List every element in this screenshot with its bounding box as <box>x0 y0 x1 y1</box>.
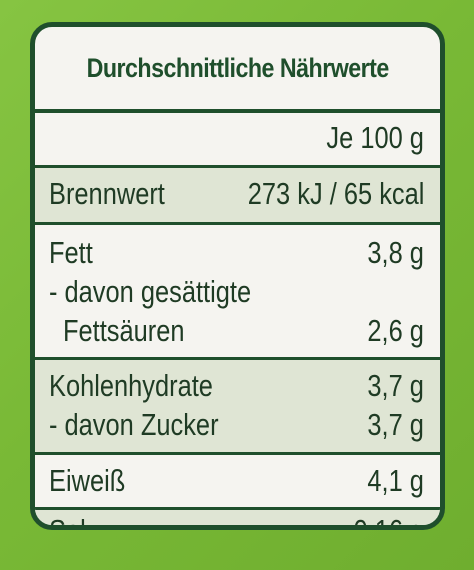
table-row: Brennwert 273 kJ / 65 kcal <box>35 168 440 225</box>
row-value: 273 kJ / 65 kcal <box>247 176 424 211</box>
row-value: 2,6 g <box>367 313 424 348</box>
row-value: 0,16 g <box>353 513 424 525</box>
row-label: Salz <box>49 513 98 525</box>
row-label: Fettsäuren <box>63 313 185 348</box>
table-row: Salz 0,16 g <box>35 510 440 525</box>
per-100g-row: Je 100 g <box>35 113 440 168</box>
per-100g-label: Je 100 g <box>326 120 424 155</box>
row-value: 3,8 g <box>367 235 424 270</box>
nutrition-label: Durchschnittliche Nährwerte Je 100 g Bre… <box>30 22 445 530</box>
row-value: 3,7 g <box>367 407 424 442</box>
row-label: - davon gesättigte <box>49 274 252 309</box>
row-value: 3,7 g <box>367 368 424 403</box>
nutrition-title: Durchschnittliche Nährwerte <box>86 52 389 83</box>
row-label: - davon Zucker <box>49 407 219 442</box>
row-label: Kohlenhydrate <box>49 368 213 403</box>
row-value: 4,1 g <box>367 463 424 498</box>
row-label: Eiweiß <box>49 463 126 498</box>
row-label: Brennwert <box>49 176 165 211</box>
title-bar: Durchschnittliche Nährwerte <box>35 27 440 113</box>
table-row: Eiweiß 4,1 g <box>35 455 440 510</box>
table-row: Fett 3,8 g - davon gesättigte Fettsäuren… <box>35 225 440 360</box>
row-label: Fett <box>49 235 93 270</box>
table-row: Kohlenhydrate 3,7 g - davon Zucker 3,7 g <box>35 360 440 455</box>
